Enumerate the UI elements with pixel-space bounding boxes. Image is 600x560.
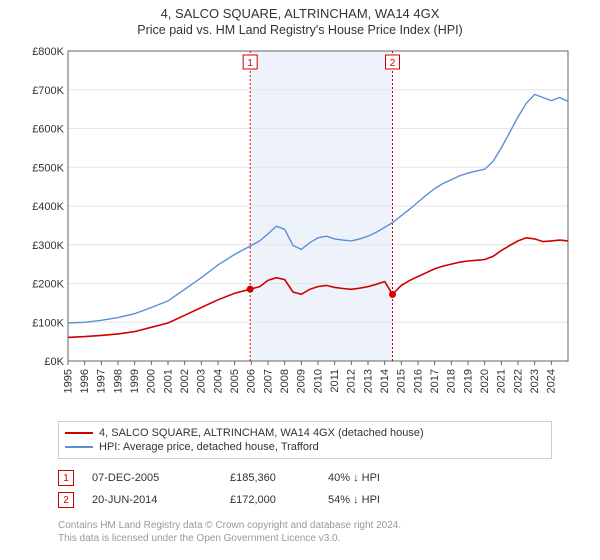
cell-pct: 54% ↓ HPI [328,494,448,506]
svg-text:2005: 2005 [229,369,241,393]
svg-text:1999: 1999 [129,369,141,393]
svg-text:2024: 2024 [546,369,558,393]
svg-text:2013: 2013 [362,369,374,393]
transaction-table: 1 07-DEC-2005 £185,360 40% ↓ HPI 2 20-JU… [58,467,538,511]
svg-text:2000: 2000 [146,369,158,393]
svg-text:2023: 2023 [529,369,541,393]
svg-text:2019: 2019 [462,369,474,393]
legend-item: 4, SALCO SQUARE, ALTRINCHAM, WA14 4GX (d… [65,426,545,440]
cell-pct: 40% ↓ HPI [328,472,448,484]
marker-badge: 1 [58,470,74,486]
cell-date: 07-DEC-2005 [92,472,212,484]
footer-line: This data is licensed under the Open Gov… [58,532,538,545]
svg-text:2007: 2007 [262,369,274,393]
svg-text:2012: 2012 [346,369,358,393]
svg-text:£0K: £0K [44,356,64,368]
chart-area: £0K £100K £200K £300K £400K £500K £600K £700K £8… [20,43,580,413]
svg-text:£600K: £600K [32,124,64,136]
legend-swatch [65,446,93,448]
footer-line: Contains HM Land Registry data © Crown c… [58,519,538,532]
svg-text:2010: 2010 [312,369,324,393]
svg-text:2006: 2006 [246,369,258,393]
svg-text:1996: 1996 [79,369,91,393]
marker-badge: 2 [58,492,74,508]
svg-text:1998: 1998 [112,369,124,393]
svg-text:2011: 2011 [329,369,341,393]
svg-text:£700K: £700K [32,85,64,97]
line-chart: £0K £100K £200K £300K £400K £500K £600K £700K £8… [20,43,580,413]
svg-text:1997: 1997 [96,369,108,393]
title: 4, SALCO SQUARE, ALTRINCHAM, WA14 4GX [0,0,600,21]
legend-label: HPI: Average price, detached house, Traf… [99,441,319,453]
table-row: 1 07-DEC-2005 £185,360 40% ↓ HPI [58,467,538,489]
legend-label: 4, SALCO SQUARE, ALTRINCHAM, WA14 4GX (d… [99,427,424,439]
chart-card: 4, SALCO SQUARE, ALTRINCHAM, WA14 4GX Pr… [0,0,600,560]
cell-price: £185,360 [230,472,310,484]
table-row: 2 20-JUN-2014 £172,000 54% ↓ HPI [58,489,538,511]
subtitle: Price paid vs. HM Land Registry's House … [0,21,600,43]
svg-text:2002: 2002 [179,369,191,393]
svg-text:1: 1 [247,58,253,69]
svg-text:1995: 1995 [62,369,74,393]
svg-text:2008: 2008 [279,369,291,393]
svg-text:2020: 2020 [479,369,491,393]
svg-text:2001: 2001 [162,369,174,393]
cell-date: 20-JUN-2014 [92,494,212,506]
legend-swatch [65,432,93,434]
svg-text:£800K: £800K [32,46,64,58]
svg-text:£200K: £200K [32,279,64,291]
svg-text:2018: 2018 [446,369,458,393]
svg-text:2014: 2014 [379,369,391,393]
svg-text:2004: 2004 [212,369,224,393]
svg-text:2015: 2015 [396,369,408,393]
svg-text:£400K: £400K [32,201,64,213]
svg-text:2022: 2022 [512,369,524,393]
svg-text:£100K: £100K [32,317,64,329]
svg-text:2016: 2016 [412,369,424,393]
svg-text:2021: 2021 [496,369,508,393]
svg-text:2: 2 [390,58,396,69]
legend: 4, SALCO SQUARE, ALTRINCHAM, WA14 4GX (d… [58,421,552,459]
svg-text:2017: 2017 [429,369,441,393]
cell-price: £172,000 [230,494,310,506]
legend-item: HPI: Average price, detached house, Traf… [65,440,545,454]
svg-text:£500K: £500K [32,162,64,174]
svg-text:2009: 2009 [296,369,308,393]
svg-text:2003: 2003 [196,369,208,393]
footer-attribution: Contains HM Land Registry data © Crown c… [58,519,538,545]
svg-text:£300K: £300K [32,240,64,252]
